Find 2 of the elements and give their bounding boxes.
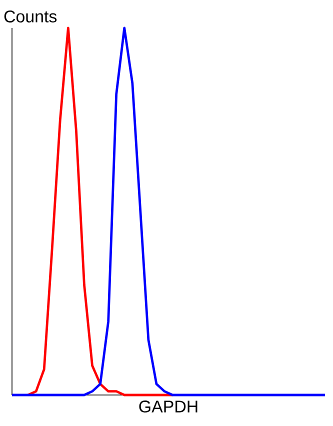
y-axis-title: Counts xyxy=(4,10,57,22)
x-axis-title: GAPDH xyxy=(139,400,198,413)
